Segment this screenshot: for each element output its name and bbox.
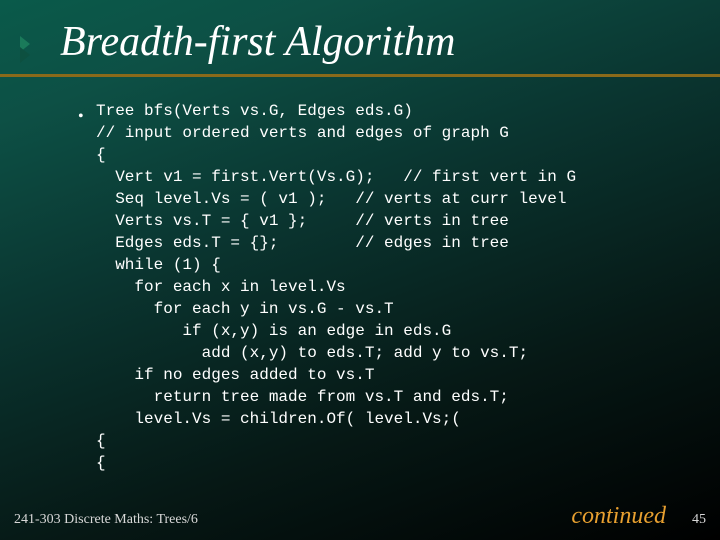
code-block: Tree bfs(Verts vs.G, Edges eds.G) // inp… (96, 100, 576, 474)
footer-continued: continued (571, 503, 666, 530)
footer-course: 241-303 Discrete Maths: Trees/6 (14, 512, 198, 528)
slide-title: Breadth-first Algorithm (60, 18, 456, 66)
bullet-marker: • (78, 108, 84, 126)
page-number: 45 (692, 512, 706, 528)
title-underline (0, 74, 720, 77)
